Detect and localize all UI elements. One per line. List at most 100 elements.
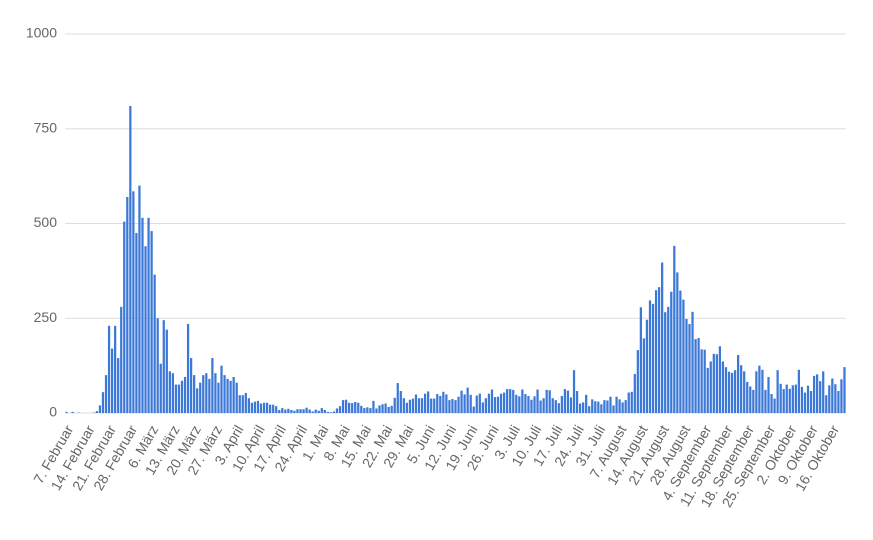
bar [196, 388, 199, 413]
bar [393, 397, 396, 413]
bar [706, 367, 709, 413]
bar [797, 369, 801, 413]
bar [837, 391, 840, 413]
bar [670, 291, 673, 413]
bar [618, 399, 621, 413]
bar [95, 411, 99, 413]
y-tick-label: 250 [34, 309, 58, 325]
bar [120, 306, 123, 413]
bar [715, 354, 718, 413]
bar [800, 386, 804, 413]
bar [533, 396, 536, 413]
bar [290, 409, 293, 413]
bar [597, 401, 600, 413]
bar [651, 303, 655, 413]
bar [305, 407, 308, 413]
bar [427, 391, 430, 413]
bar [311, 411, 314, 413]
bar [761, 369, 764, 413]
bar [332, 411, 336, 413]
bar [287, 408, 290, 413]
bar [165, 329, 168, 413]
bar [162, 320, 165, 413]
bar [834, 384, 837, 413]
bar [329, 412, 333, 413]
bar [609, 396, 612, 413]
bar [269, 404, 272, 413]
bar [606, 400, 609, 413]
bar [208, 378, 211, 413]
bar [241, 395, 244, 413]
bar [338, 406, 342, 413]
bar [256, 400, 260, 413]
bar [357, 402, 360, 413]
bar [679, 290, 682, 413]
bar [673, 245, 676, 413]
bar [247, 398, 250, 413]
bar [794, 384, 797, 413]
bar [223, 375, 226, 413]
bar [411, 398, 415, 413]
bar [630, 391, 633, 413]
bar [153, 274, 156, 413]
bar [770, 394, 773, 413]
bar [746, 381, 749, 413]
bar [378, 405, 381, 413]
bar [518, 396, 521, 413]
bar [117, 358, 120, 413]
bar [451, 398, 454, 413]
bar [685, 319, 688, 413]
bar [572, 370, 576, 413]
bar [551, 398, 554, 413]
bar [457, 396, 460, 413]
bar [439, 395, 442, 413]
bar [727, 371, 731, 413]
bar [536, 389, 539, 413]
bar [402, 398, 405, 413]
bar [199, 382, 202, 413]
bar [661, 262, 664, 413]
bar [98, 405, 102, 413]
bar [144, 246, 147, 413]
bar [585, 394, 588, 413]
bar [129, 106, 132, 413]
bar [703, 349, 706, 413]
bar [135, 232, 138, 413]
bar [493, 397, 497, 413]
bar [442, 391, 445, 413]
bar [317, 410, 320, 413]
bar [390, 405, 393, 413]
bar [831, 378, 834, 413]
bar [360, 405, 363, 413]
bar [71, 411, 74, 413]
bar [302, 409, 305, 413]
bar [521, 389, 524, 413]
bar [840, 379, 843, 413]
bar [259, 403, 263, 413]
bar [636, 350, 639, 413]
bar [657, 287, 661, 413]
bar [159, 363, 162, 413]
bar [682, 299, 685, 413]
bar [107, 325, 111, 413]
bar [384, 403, 387, 413]
bar [806, 385, 810, 413]
bar [448, 400, 451, 413]
bar [812, 375, 816, 413]
bar [724, 367, 728, 413]
bar [168, 371, 171, 413]
bar [527, 395, 530, 413]
bar [445, 394, 448, 413]
bar [278, 409, 281, 413]
bar [785, 384, 788, 413]
bar [469, 394, 472, 413]
y-tick-label: 1000 [26, 25, 57, 41]
bar [512, 389, 515, 413]
bar [123, 221, 126, 413]
bar [776, 370, 779, 413]
bar [472, 406, 475, 413]
bar [554, 400, 557, 413]
bar [147, 217, 150, 413]
bar [515, 394, 518, 413]
bar [676, 272, 679, 413]
